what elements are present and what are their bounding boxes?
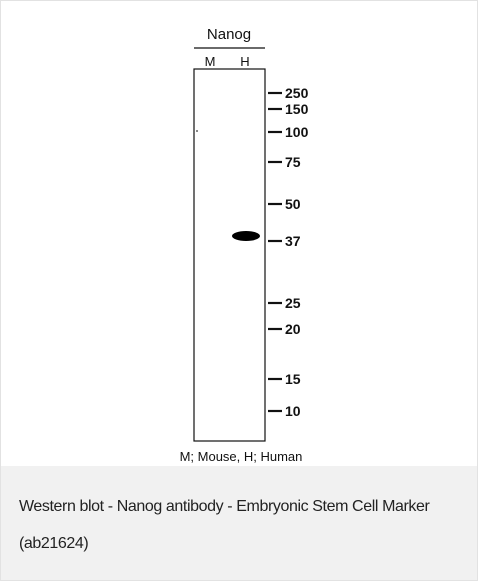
band xyxy=(232,231,260,241)
marker-label: 37 xyxy=(285,233,301,249)
antibody-label: Nanog xyxy=(207,26,251,43)
caption-box: Western blot - Nanog antibody - Embryoni… xyxy=(1,466,477,580)
marker-label: 100 xyxy=(285,124,309,140)
speck xyxy=(196,130,198,132)
lane-label: M xyxy=(205,54,216,69)
marker-label: 150 xyxy=(285,101,309,117)
marker-label: 250 xyxy=(285,85,309,101)
marker-label: 50 xyxy=(285,196,301,212)
marker-label: 15 xyxy=(285,371,301,387)
marker-label: 20 xyxy=(285,321,301,337)
marker-label: 25 xyxy=(285,295,301,311)
caption: Western blot - Nanog antibody - Embryoni… xyxy=(19,488,459,562)
marker-label: 10 xyxy=(285,403,301,419)
figure-card: Nanog MH 25015010075503725201510 M; Mous… xyxy=(0,0,478,581)
lane-label: H xyxy=(240,54,249,69)
blot-membrane xyxy=(194,69,265,441)
legend: M; Mouse, H; Human xyxy=(180,449,303,464)
marker-label: 75 xyxy=(285,154,301,170)
